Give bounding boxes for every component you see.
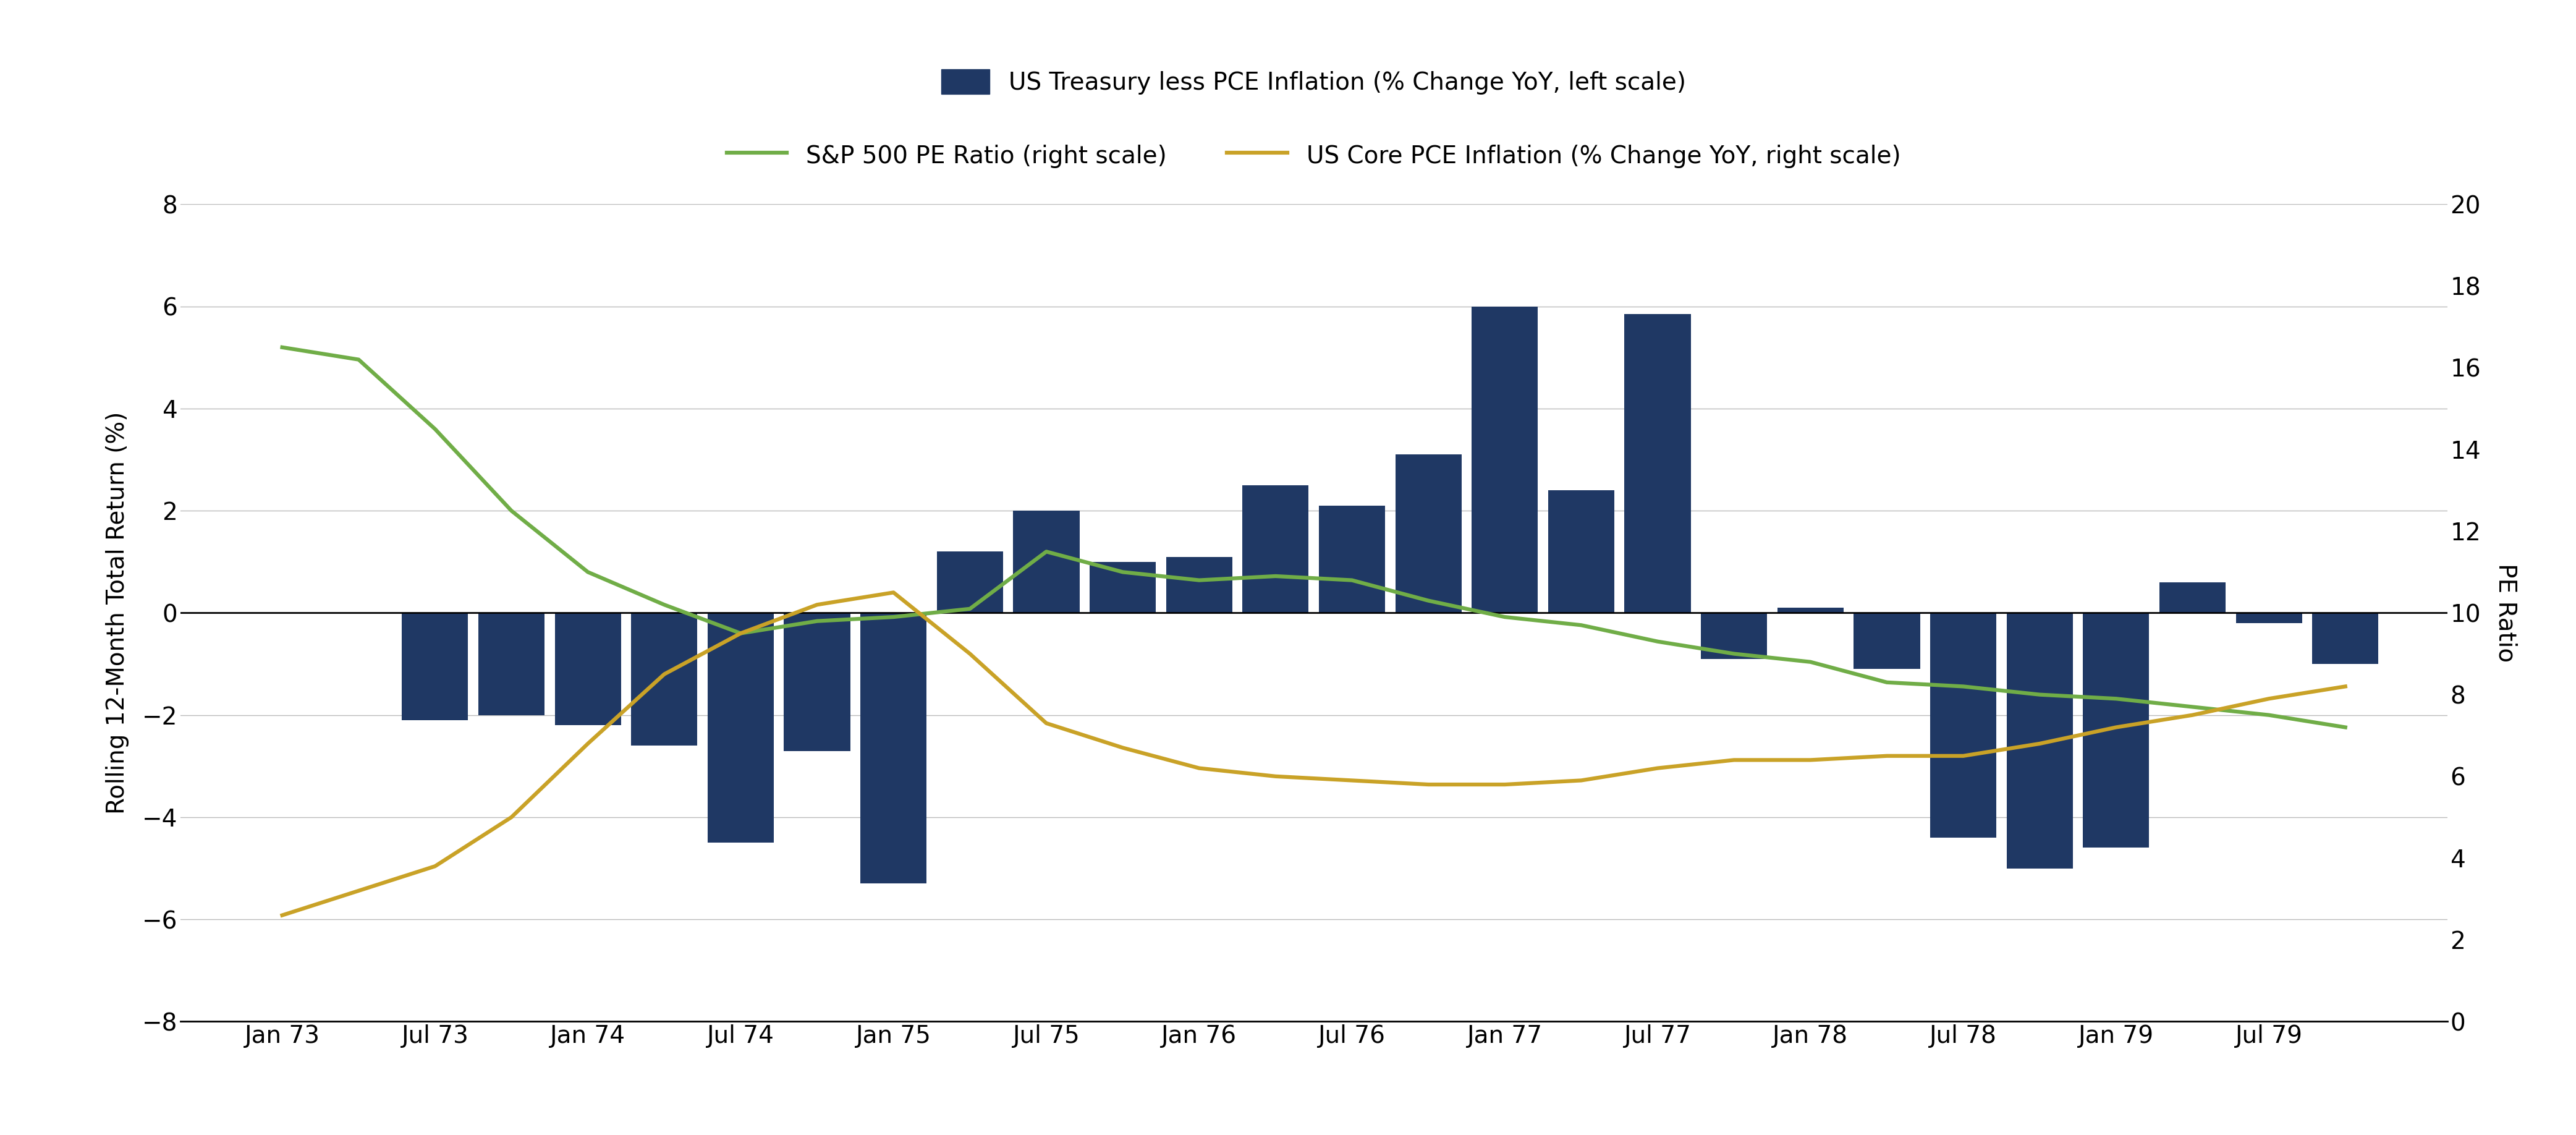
Bar	[708, 613, 773, 842]
Bar	[860, 613, 927, 883]
Bar	[1471, 306, 1538, 613]
Bar	[938, 552, 1002, 613]
Bar	[2159, 582, 2226, 613]
Bar	[402, 613, 469, 720]
Bar	[1012, 511, 1079, 613]
Legend: S&P 500 PE Ratio (right scale), US Core PCE Inflation (% Change YoY, right scale: S&P 500 PE Ratio (right scale), US Core …	[726, 143, 1901, 168]
Bar	[1625, 314, 1690, 613]
Y-axis label: PE Ratio: PE Ratio	[2494, 563, 2517, 663]
Bar	[2236, 613, 2303, 623]
Bar	[1090, 562, 1157, 613]
Bar	[479, 613, 544, 715]
Bar	[1929, 613, 1996, 838]
Bar	[1396, 454, 1461, 613]
Y-axis label: Rolling 12-Month Total Return (%): Rolling 12-Month Total Return (%)	[106, 412, 129, 814]
Bar	[783, 613, 850, 751]
Bar	[2313, 613, 2378, 664]
Bar	[2084, 613, 2148, 848]
Bar	[1167, 556, 1231, 613]
Bar	[554, 613, 621, 725]
Bar	[1855, 613, 1919, 670]
Bar	[2007, 613, 2074, 868]
Bar	[1548, 490, 1615, 613]
Bar	[1242, 486, 1309, 613]
Bar	[1319, 506, 1386, 613]
Bar	[631, 613, 698, 746]
Bar	[1700, 613, 1767, 658]
Bar	[1777, 608, 1844, 613]
